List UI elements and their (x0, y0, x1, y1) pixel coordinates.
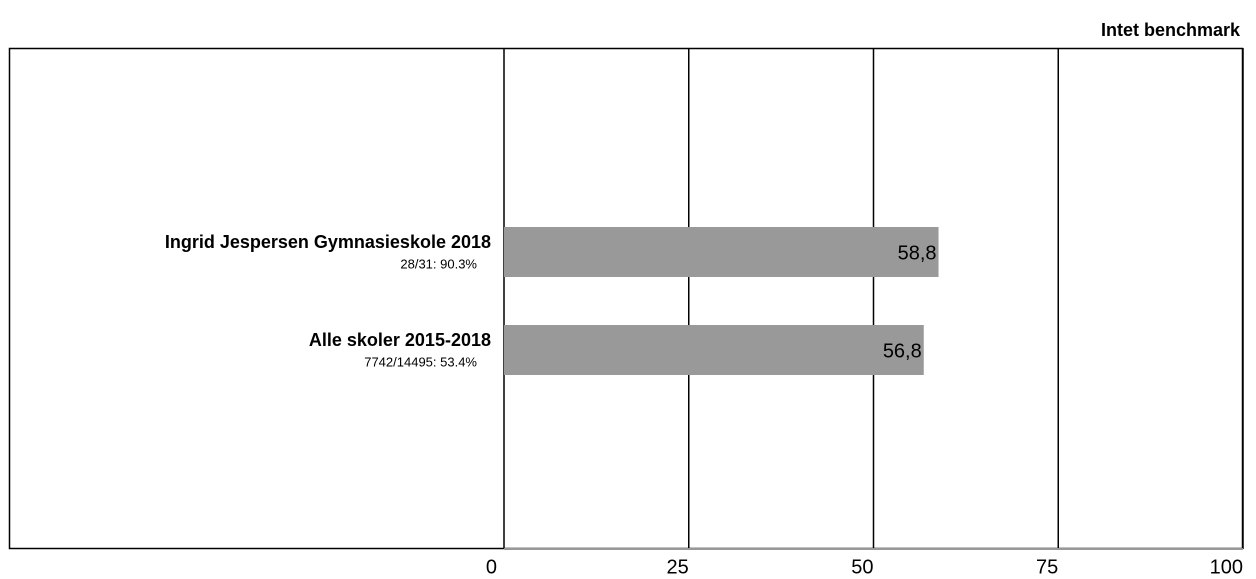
x-tick-label: 25 (667, 556, 689, 578)
x-tick-label: 75 (1036, 556, 1058, 578)
category-label: Ingrid Jespersen Gymnasieskole 2018 (165, 232, 491, 252)
x-tick-label: 0 (486, 556, 497, 578)
x-tick-label: 100 (1210, 556, 1243, 578)
x-tick-label: 50 (851, 556, 873, 578)
category-label: Alle skoler 2015-2018 (309, 330, 491, 350)
value-label: 56,8 (883, 340, 922, 362)
bar (504, 227, 939, 277)
bar (504, 325, 924, 375)
value-label: 58,8 (898, 242, 937, 264)
category-note: 7742/14495: 53.4% (364, 354, 477, 369)
annotation: Intet benchmark (1101, 20, 1241, 40)
category-note: 28/31: 90.3% (400, 256, 477, 271)
